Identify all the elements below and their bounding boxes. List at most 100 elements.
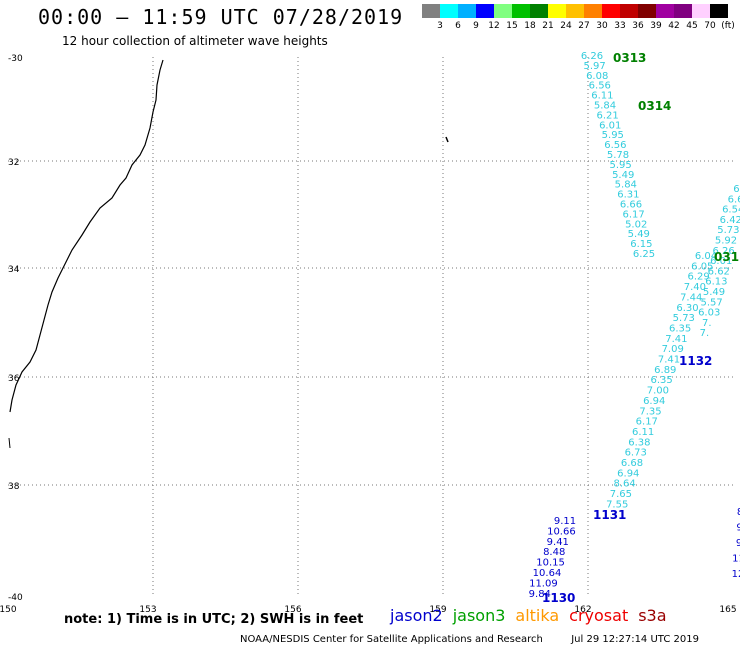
swh-value: 6.	[733, 184, 740, 195]
longitude-label: 159	[429, 605, 446, 615]
swh-value: 6.26	[712, 246, 734, 257]
swh-value: 6.13	[705, 277, 727, 288]
swh-value: 6.17	[636, 417, 658, 428]
swh-value: 7.35	[639, 406, 661, 417]
scale-label: (ft)	[721, 21, 735, 31]
longitude-label: 165	[719, 605, 736, 615]
swh-value: 6.56	[589, 81, 611, 92]
scale-label: 12	[488, 21, 500, 31]
scale-swatch	[584, 4, 602, 18]
scale-label: 18	[524, 21, 536, 31]
swh-value: 5.84	[615, 180, 637, 191]
scale-swatch	[656, 4, 674, 18]
swh-value: 6.11	[632, 427, 654, 438]
scale-swatch	[422, 4, 440, 18]
swh-value: 5.78	[607, 150, 629, 161]
swh-value: 9.11	[554, 516, 576, 527]
scale-swatch	[476, 4, 494, 18]
swh-value: 6.94	[617, 468, 639, 479]
timestamp-text: Jul 29 12:27:14 UTC 2019	[571, 634, 699, 645]
swh-value: 8.64	[613, 479, 635, 490]
scale-swatch	[512, 4, 530, 18]
satellite-legend-item: altika	[515, 606, 560, 625]
longitude-label: 156	[284, 605, 301, 615]
swh-value: 6.03	[698, 308, 720, 319]
swh-value: 6.17	[622, 209, 644, 220]
swh-value: 9	[736, 538, 740, 549]
swh-value: 6.26	[581, 51, 603, 62]
swh-value: 6.04	[695, 251, 717, 262]
coastline-south	[8, 437, 11, 449]
swh-value: 7.55	[606, 499, 628, 510]
scale-swatch	[440, 4, 458, 18]
satellite-legend-item: jason3	[452, 606, 506, 625]
latitude-label: -40	[8, 593, 23, 603]
swh-value: 7.44	[680, 292, 702, 303]
swh-value: 6.35	[669, 323, 691, 334]
scale-label: 27	[578, 21, 590, 31]
swh-value: 5.84	[594, 101, 616, 112]
latitude-label: -30	[8, 54, 23, 64]
latitude-label: 32	[8, 158, 19, 168]
swh-value: 6.56	[604, 140, 626, 151]
scale-swatch	[458, 4, 476, 18]
coastline	[9, 59, 164, 413]
swh-value: 7.41	[658, 355, 680, 366]
scale-swatch	[674, 4, 692, 18]
footer-credit: NOAA/NESDIS Center for Satellite Applica…	[240, 634, 699, 645]
pass-time-label: 1131	[593, 508, 626, 522]
swh-value: 7.	[700, 328, 710, 339]
swh-value: 6.89	[654, 365, 676, 376]
swh-value: 5.02	[625, 219, 647, 230]
swh-value: 7.41	[665, 334, 687, 345]
swh-value: 6.25	[633, 249, 655, 260]
scale-label: 15	[506, 21, 518, 31]
swh-value: 6.6	[728, 194, 740, 205]
scale-swatch	[548, 4, 566, 18]
swh-value: 5.49	[628, 229, 650, 240]
scale-label: 6	[455, 21, 461, 31]
pass-time-label: 1130	[542, 591, 575, 605]
swh-value: 9.41	[547, 537, 569, 548]
latitude-label: 36	[8, 374, 20, 384]
swh-value: 5.95	[602, 130, 624, 141]
units-note: note: 1) Time is in UTC; 2) SWH is in fe…	[64, 612, 364, 627]
swh-value: 5.73	[717, 225, 739, 236]
swh-value: 8.48	[543, 547, 565, 558]
axis-labels: -30 32 34 36 38 -40 150 153 156 159 162 165	[0, 54, 737, 615]
swh-value: 6.31	[617, 190, 639, 201]
scale-label: 3	[437, 21, 443, 31]
satellite-legend-item: s3a	[638, 606, 667, 625]
swh-value: 6.62	[708, 266, 730, 277]
swh-value: 6.01	[710, 256, 732, 267]
swh-value: 8	[737, 507, 740, 518]
swh-value: 6.68	[621, 458, 643, 469]
pass-time-label: 031	[714, 250, 739, 264]
color-scale-legend	[422, 4, 728, 18]
swh-value: 5.95	[609, 160, 631, 171]
pass-labels: 0313 0314 031 1132 1131 1130	[542, 51, 739, 605]
swh-value: 6.94	[643, 396, 665, 407]
scale-swatch	[566, 4, 584, 18]
scale-label: 70	[704, 21, 716, 31]
scale-swatch	[638, 4, 656, 18]
swh-value: 6.15	[630, 239, 652, 250]
swh-value: 7.40	[684, 282, 706, 293]
scale-swatch	[710, 4, 728, 18]
color-scale-labels: 3 6 9 12 15 18 21 24 27 30 33 36 39 42 45 70 (ft)	[422, 21, 740, 33]
swh-value: 10.66	[547, 526, 576, 537]
satellite-legend-item: jason2	[390, 606, 443, 625]
scale-label: 21	[542, 21, 554, 31]
swh-value: 10.15	[536, 558, 565, 569]
graticule	[8, 57, 733, 596]
swh-value: 5.49	[612, 170, 634, 181]
swh-value: 6.38	[628, 437, 650, 448]
scale-swatch	[494, 4, 512, 18]
latitude-label: 34	[8, 265, 20, 275]
swh-value: 9	[736, 523, 740, 534]
scale-swatch	[692, 4, 710, 18]
scale-label: 33	[614, 21, 626, 31]
satellite-legend: jason2 jason3 altika cryosat s3a	[390, 606, 667, 625]
swh-value: 5.92	[715, 236, 737, 247]
